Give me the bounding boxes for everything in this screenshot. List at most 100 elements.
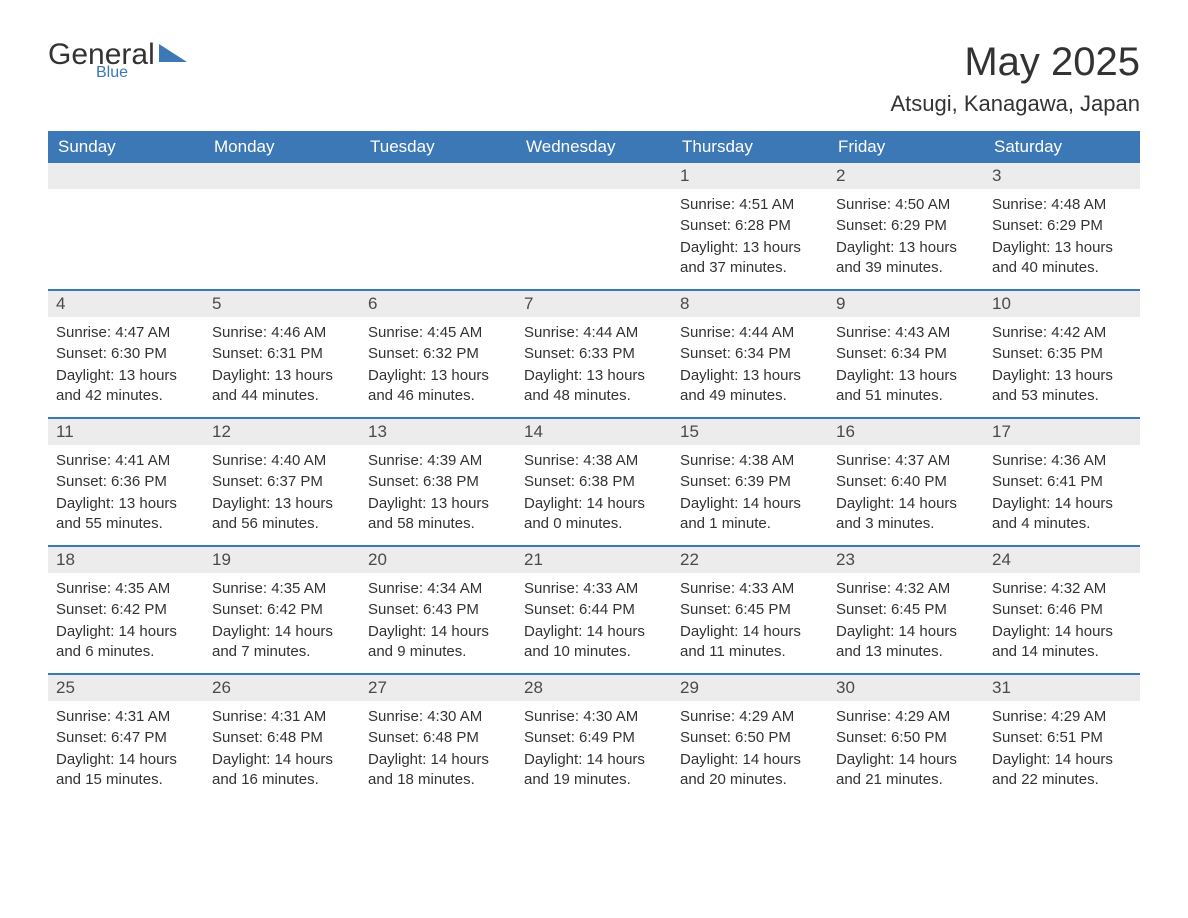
day-number: 15: [672, 419, 828, 445]
calendar-day-cell: [516, 163, 672, 289]
daylight-text: Daylight: 13 hours and 56 minutes.: [212, 494, 352, 535]
day-details: Sunrise: 4:45 AMSunset: 6:32 PMDaylight:…: [360, 317, 516, 417]
calendar-day-cell: 14Sunrise: 4:38 AMSunset: 6:38 PMDayligh…: [516, 419, 672, 545]
day-details: Sunrise: 4:34 AMSunset: 6:43 PMDaylight:…: [360, 573, 516, 673]
day-details: Sunrise: 4:50 AMSunset: 6:29 PMDaylight:…: [828, 189, 984, 289]
day-number: 7: [516, 291, 672, 317]
day-details: Sunrise: 4:46 AMSunset: 6:31 PMDaylight:…: [204, 317, 360, 417]
daylight-text: Daylight: 13 hours and 51 minutes.: [836, 366, 976, 407]
daylight-text: Daylight: 14 hours and 4 minutes.: [992, 494, 1132, 535]
day-details: Sunrise: 4:40 AMSunset: 6:37 PMDaylight:…: [204, 445, 360, 545]
calendar-week-row: 1Sunrise: 4:51 AMSunset: 6:28 PMDaylight…: [48, 163, 1140, 289]
sunset-text: Sunset: 6:43 PM: [368, 600, 508, 620]
day-number: 10: [984, 291, 1140, 317]
day-details: [360, 189, 516, 205]
location-label: Atsugi, Kanagawa, Japan: [890, 91, 1140, 117]
sunset-text: Sunset: 6:40 PM: [836, 472, 976, 492]
sunset-text: Sunset: 6:33 PM: [524, 344, 664, 364]
sunset-text: Sunset: 6:31 PM: [212, 344, 352, 364]
daylight-text: Daylight: 13 hours and 42 minutes.: [56, 366, 196, 407]
sunrise-text: Sunrise: 4:32 AM: [992, 579, 1132, 599]
day-number: 24: [984, 547, 1140, 573]
logo: General Blue: [48, 40, 187, 82]
calendar-day-cell: 2Sunrise: 4:50 AMSunset: 6:29 PMDaylight…: [828, 163, 984, 289]
day-details: Sunrise: 4:41 AMSunset: 6:36 PMDaylight:…: [48, 445, 204, 545]
sunset-text: Sunset: 6:41 PM: [992, 472, 1132, 492]
sunrise-text: Sunrise: 4:33 AM: [524, 579, 664, 599]
day-number: 9: [828, 291, 984, 317]
daylight-text: Daylight: 14 hours and 11 minutes.: [680, 622, 820, 663]
calendar-day-cell: 24Sunrise: 4:32 AMSunset: 6:46 PMDayligh…: [984, 547, 1140, 673]
calendar-day-cell: 10Sunrise: 4:42 AMSunset: 6:35 PMDayligh…: [984, 291, 1140, 417]
sunrise-text: Sunrise: 4:50 AM: [836, 195, 976, 215]
calendar-day-cell: 3Sunrise: 4:48 AMSunset: 6:29 PMDaylight…: [984, 163, 1140, 289]
sunset-text: Sunset: 6:34 PM: [680, 344, 820, 364]
day-number: 30: [828, 675, 984, 701]
calendar-day-cell: 20Sunrise: 4:34 AMSunset: 6:43 PMDayligh…: [360, 547, 516, 673]
calendar-day-cell: [360, 163, 516, 289]
daylight-text: Daylight: 14 hours and 22 minutes.: [992, 750, 1132, 791]
calendar-day-cell: 9Sunrise: 4:43 AMSunset: 6:34 PMDaylight…: [828, 291, 984, 417]
day-number: [48, 163, 204, 189]
title-block: May 2025 Atsugi, Kanagawa, Japan: [890, 40, 1140, 127]
calendar-week-row: 25Sunrise: 4:31 AMSunset: 6:47 PMDayligh…: [48, 673, 1140, 801]
sunrise-text: Sunrise: 4:35 AM: [212, 579, 352, 599]
daylight-text: Daylight: 14 hours and 20 minutes.: [680, 750, 820, 791]
day-number: 25: [48, 675, 204, 701]
sunset-text: Sunset: 6:29 PM: [836, 216, 976, 236]
daylight-text: Daylight: 13 hours and 48 minutes.: [524, 366, 664, 407]
day-details: [204, 189, 360, 205]
sunset-text: Sunset: 6:36 PM: [56, 472, 196, 492]
sunset-text: Sunset: 6:35 PM: [992, 344, 1132, 364]
calendar-week-row: 4Sunrise: 4:47 AMSunset: 6:30 PMDaylight…: [48, 289, 1140, 417]
day-details: [48, 189, 204, 205]
logo-triangle-icon: [159, 44, 187, 62]
day-details: Sunrise: 4:42 AMSunset: 6:35 PMDaylight:…: [984, 317, 1140, 417]
sunset-text: Sunset: 6:32 PM: [368, 344, 508, 364]
daylight-text: Daylight: 14 hours and 19 minutes.: [524, 750, 664, 791]
calendar-day-cell: 1Sunrise: 4:51 AMSunset: 6:28 PMDaylight…: [672, 163, 828, 289]
day-number: 12: [204, 419, 360, 445]
day-number: 16: [828, 419, 984, 445]
day-details: Sunrise: 4:30 AMSunset: 6:48 PMDaylight:…: [360, 701, 516, 801]
calendar: Sunday Monday Tuesday Wednesday Thursday…: [48, 131, 1140, 801]
daylight-text: Daylight: 14 hours and 6 minutes.: [56, 622, 196, 663]
calendar-day-cell: 8Sunrise: 4:44 AMSunset: 6:34 PMDaylight…: [672, 291, 828, 417]
calendar-day-cell: 16Sunrise: 4:37 AMSunset: 6:40 PMDayligh…: [828, 419, 984, 545]
day-number: 1: [672, 163, 828, 189]
sunrise-text: Sunrise: 4:33 AM: [680, 579, 820, 599]
sunrise-text: Sunrise: 4:31 AM: [56, 707, 196, 727]
day-header-friday: Friday: [828, 131, 984, 163]
sunrise-text: Sunrise: 4:35 AM: [56, 579, 196, 599]
calendar-day-cell: 13Sunrise: 4:39 AMSunset: 6:38 PMDayligh…: [360, 419, 516, 545]
sunset-text: Sunset: 6:38 PM: [368, 472, 508, 492]
sunrise-text: Sunrise: 4:44 AM: [680, 323, 820, 343]
day-details: Sunrise: 4:37 AMSunset: 6:40 PMDaylight:…: [828, 445, 984, 545]
sunset-text: Sunset: 6:50 PM: [680, 728, 820, 748]
sunrise-text: Sunrise: 4:44 AM: [524, 323, 664, 343]
sunrise-text: Sunrise: 4:37 AM: [836, 451, 976, 471]
page-title: May 2025: [890, 40, 1140, 85]
sunrise-text: Sunrise: 4:38 AM: [680, 451, 820, 471]
calendar-day-cell: 26Sunrise: 4:31 AMSunset: 6:48 PMDayligh…: [204, 675, 360, 801]
calendar-day-cell: 7Sunrise: 4:44 AMSunset: 6:33 PMDaylight…: [516, 291, 672, 417]
sunset-text: Sunset: 6:28 PM: [680, 216, 820, 236]
sunset-text: Sunset: 6:51 PM: [992, 728, 1132, 748]
day-details: Sunrise: 4:31 AMSunset: 6:48 PMDaylight:…: [204, 701, 360, 801]
daylight-text: Daylight: 13 hours and 40 minutes.: [992, 238, 1132, 279]
calendar-day-cell: 31Sunrise: 4:29 AMSunset: 6:51 PMDayligh…: [984, 675, 1140, 801]
calendar-day-cell: 17Sunrise: 4:36 AMSunset: 6:41 PMDayligh…: [984, 419, 1140, 545]
day-details: Sunrise: 4:51 AMSunset: 6:28 PMDaylight:…: [672, 189, 828, 289]
day-details: Sunrise: 4:44 AMSunset: 6:33 PMDaylight:…: [516, 317, 672, 417]
day-number: 18: [48, 547, 204, 573]
day-details: Sunrise: 4:48 AMSunset: 6:29 PMDaylight:…: [984, 189, 1140, 289]
day-header-monday: Monday: [204, 131, 360, 163]
day-number: [204, 163, 360, 189]
calendar-week-row: 11Sunrise: 4:41 AMSunset: 6:36 PMDayligh…: [48, 417, 1140, 545]
daylight-text: Daylight: 14 hours and 9 minutes.: [368, 622, 508, 663]
daylight-text: Daylight: 13 hours and 55 minutes.: [56, 494, 196, 535]
day-details: Sunrise: 4:29 AMSunset: 6:50 PMDaylight:…: [828, 701, 984, 801]
sunrise-text: Sunrise: 4:41 AM: [56, 451, 196, 471]
sunrise-text: Sunrise: 4:48 AM: [992, 195, 1132, 215]
sunrise-text: Sunrise: 4:43 AM: [836, 323, 976, 343]
